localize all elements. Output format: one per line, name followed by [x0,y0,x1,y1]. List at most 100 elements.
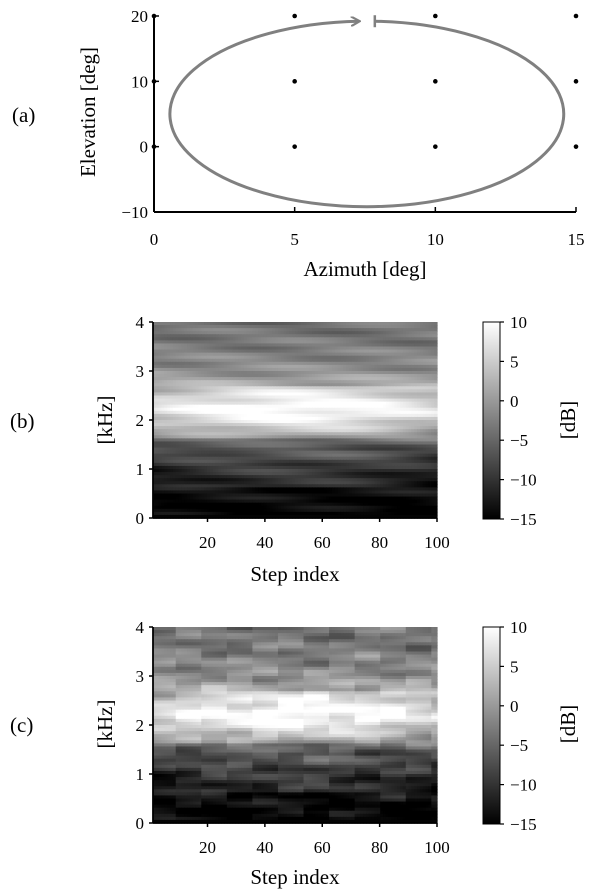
heatmap-cell [212,340,217,345]
heatmap-cell [331,392,336,397]
heatmap-cell [431,380,435,384]
heatmap-cell [414,355,418,360]
heatmap-cell [397,423,401,427]
heatmap-cell [303,334,307,338]
heatmap-cell [385,343,390,348]
heatmap-cell [167,377,171,381]
heatmap-cell [192,371,197,375]
heatmap-cell [243,392,248,397]
heatmap-cell [317,432,322,436]
heatmap-cell [246,331,251,335]
heatmap-cell [206,392,211,397]
heatmap-cell [252,331,256,335]
heatmap-cell [402,364,407,369]
heatmap-cell [357,407,361,412]
heatmap-cell [326,407,330,412]
heatmap-cell [243,438,248,443]
heatmap-cell [428,355,432,360]
heatmap-cell [184,438,188,443]
heatmap-cell [243,401,248,406]
heatmap-cell [295,343,299,348]
heatmap-cell [280,349,285,354]
heatmap-cell [354,374,359,378]
heatmap-cell [326,334,330,338]
heatmap-cell [400,401,404,406]
heatmap-cell [326,343,330,348]
heatmap-cell [175,386,180,390]
heatmap-cell [394,404,398,409]
heatmap-cell [374,349,378,354]
heatmap-cell [377,371,381,375]
heatmap-cell [326,361,330,366]
heatmap-cell [306,416,310,421]
heatmap-cell [363,322,367,326]
heatmap-cell [187,426,191,430]
heatmap-cell [263,404,268,409]
heatmap-cell [153,364,157,369]
heatmap-cell [170,325,174,329]
heatmap-cell [201,435,205,439]
heatmap-cell [329,423,333,427]
heatmap-cell [161,355,165,360]
heatmap-cell [206,352,211,357]
heatmap-cell [226,349,231,354]
heatmap-cell [400,404,404,409]
heatmap-cell [206,389,211,394]
heatmap-cell [326,432,330,436]
heatmap-cell [348,392,353,397]
grid-point [573,79,579,84]
heatmap-cell [348,340,353,345]
heatmap-cell [283,328,288,332]
heatmap-cell [314,334,319,338]
heatmap-cell [232,401,236,406]
heatmap-cell [371,364,376,369]
heatmap-cell [366,438,370,443]
heatmap-cell [351,374,356,378]
heatmap-cell [383,358,387,363]
heatmap-cell [363,371,367,375]
heatmap-cell [238,398,242,403]
heatmap-cell [323,438,327,443]
heatmap-cell [312,416,316,421]
heatmap-cell [189,398,194,403]
heatmap-cell [275,426,279,430]
heatmap-cell [212,352,217,357]
heatmap-cell [232,377,236,381]
heatmap-cell [388,398,393,403]
heatmap-cell [380,340,384,345]
heatmap-cell [303,374,307,378]
heatmap-cell [272,432,276,436]
heatmap-cell [303,413,307,418]
heatmap-cell [238,383,242,387]
heatmap-cell [300,407,305,412]
heatmap-cell [252,386,256,390]
heatmap-cell [212,410,217,415]
heatmap-cell [348,343,353,348]
heatmap-cell [155,426,160,430]
heatmap-cell [192,441,197,446]
heatmap-cell [300,377,305,381]
heatmap-cell [371,401,376,406]
heatmap-cell [431,441,435,446]
heatmap-cell [295,346,299,351]
heatmap-cell [201,364,205,369]
heatmap-cell [306,395,310,400]
heatmap-cell [260,407,265,412]
heatmap-cell [241,407,245,412]
heatmap-cell [189,346,194,351]
heatmap-cell [170,435,174,439]
heatmap-cell [266,441,271,446]
heatmap-cell [314,374,319,378]
heatmap-cell [371,340,376,345]
heatmap-cell [417,334,421,338]
heatmap-cell [221,444,225,449]
heatmap-cell [172,325,177,329]
heatmap-cell [306,352,310,357]
heatmap-cell [414,380,418,384]
heatmap-cell [295,383,299,387]
heatmap-cell [226,340,231,345]
heatmap-cell [400,337,404,341]
heatmap-cell [209,392,214,397]
heatmap-cell [368,429,373,433]
heatmap-cell [241,420,245,424]
